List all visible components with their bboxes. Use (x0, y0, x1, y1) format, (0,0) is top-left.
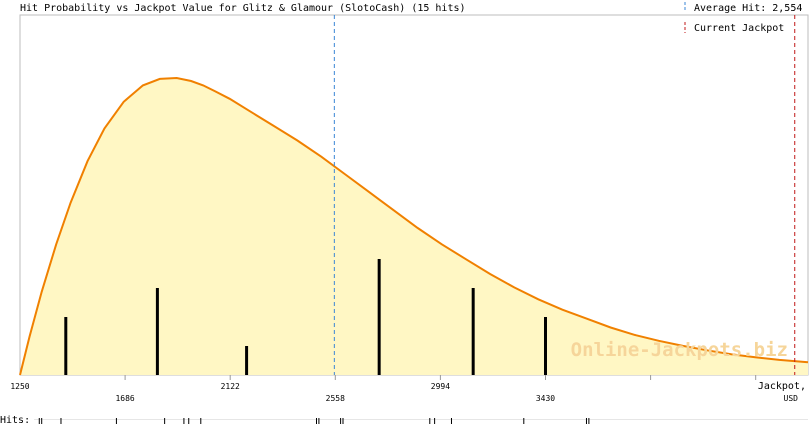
x-tick-label: 2558 (326, 394, 345, 403)
average-hit-legend: Average Hit: 2,554 (694, 3, 802, 14)
x-tick-label: 2994 (431, 382, 450, 391)
chart-title: Hit Probability vs Jackpot Value for Gli… (20, 3, 466, 14)
x-tick-label: 1686 (115, 394, 134, 403)
x-tick-label: 3430 (536, 394, 555, 403)
x-axis: 1250 2122 2994 1686 2558 3430 (10, 375, 757, 403)
x-axis-label: Jackpot, (758, 381, 806, 392)
probability-curve (19, 76, 809, 376)
x-axis-unit: USD (784, 394, 799, 403)
hits-label: Hits: (0, 415, 30, 425)
x-tick-label: 1250 (10, 382, 29, 391)
x-tick-label: 2122 (221, 382, 240, 391)
hit-bars (64, 259, 547, 375)
current-jackpot-legend: Current Jackpot (694, 23, 784, 34)
hits-row (34, 418, 808, 424)
watermark-text: Online-Jackpots.biz (571, 339, 788, 361)
